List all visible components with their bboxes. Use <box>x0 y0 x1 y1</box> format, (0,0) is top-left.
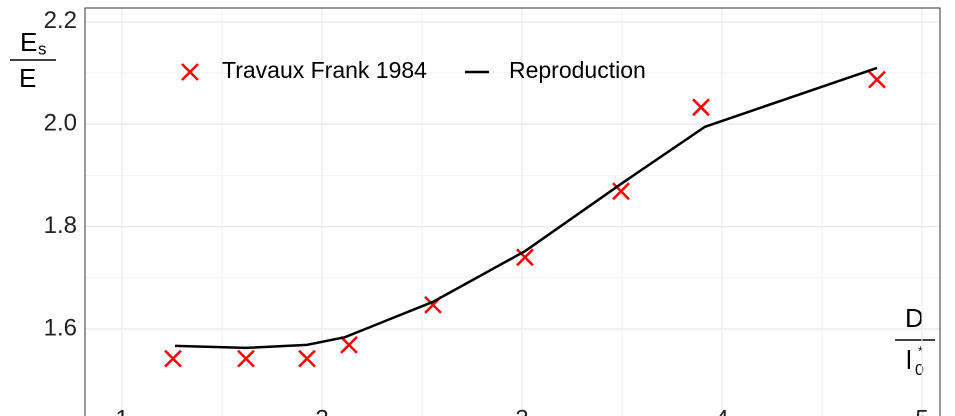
cross-marker <box>612 182 630 201</box>
x-tick-label: 1 <box>115 405 128 416</box>
cross-marker <box>868 70 886 89</box>
x-label-subscript: 0 <box>915 362 924 379</box>
x-label-numerator: D <box>905 303 924 333</box>
x-tick-label: 5 <box>915 405 928 416</box>
x-label-superscript: * <box>918 343 923 358</box>
cross-marker <box>516 248 534 267</box>
cross-marker <box>237 349 255 368</box>
cross-marker <box>692 98 710 117</box>
x-tick-label: 3 <box>515 405 528 416</box>
x-tick-label: 4 <box>715 405 728 416</box>
grid <box>85 8 940 416</box>
y-label-denominator: E <box>19 63 36 93</box>
y-tick-label: 1.8 <box>44 212 77 239</box>
x-tick-label: 2 <box>315 405 328 416</box>
cross-marker <box>298 349 316 368</box>
cross-marker <box>181 63 199 81</box>
cross-marker <box>340 335 358 354</box>
y-tick-label: 1.6 <box>44 314 77 341</box>
line <box>174 66 878 350</box>
y-label-numerator: E <box>20 27 37 57</box>
y-label-subscript: s <box>38 39 47 58</box>
plot-border <box>84 7 941 416</box>
x-label-denominator: l <box>906 345 912 375</box>
x-label: D l 0 * <box>895 303 935 379</box>
y-tick-label: 2.2 <box>44 7 77 34</box>
y-label: E s E <box>10 27 56 93</box>
cross-marker <box>164 349 182 368</box>
legend-label: Reproduction <box>509 57 646 83</box>
legend-label: Travaux Frank 1984 <box>222 57 427 83</box>
y-tick-label: 2.0 <box>44 110 77 137</box>
legend: Travaux Frank 1984 Reproduction <box>181 57 646 83</box>
